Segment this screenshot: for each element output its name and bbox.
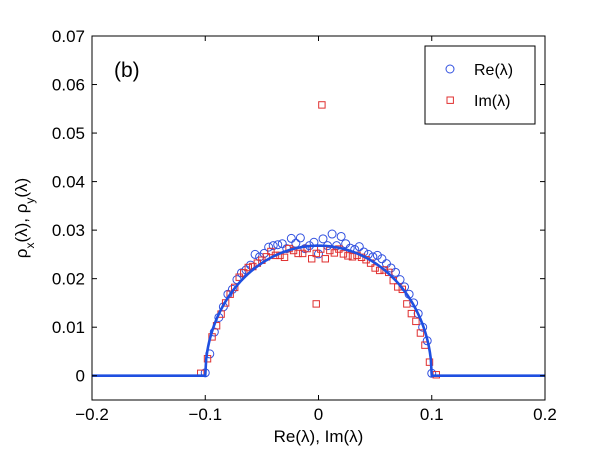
im-point xyxy=(318,101,326,109)
re-point xyxy=(377,254,387,264)
re-point xyxy=(264,242,274,252)
re-point xyxy=(268,241,278,251)
x-axis-label: Re(λ), Im(λ) xyxy=(274,427,364,446)
y-tick-label: 0.06 xyxy=(52,76,85,95)
y-axis-label-end: (λ) xyxy=(12,178,31,198)
x-tick-label: 0.2 xyxy=(533,405,557,424)
y-tick-label: 0.03 xyxy=(52,221,85,240)
legend-label-re: Re(λ) xyxy=(474,62,513,79)
legend-box xyxy=(424,45,536,125)
re-point xyxy=(336,231,346,241)
legend-marker-im xyxy=(446,96,454,104)
im-point xyxy=(398,285,407,294)
im-point xyxy=(425,358,434,366)
im-point xyxy=(348,253,357,261)
re-point xyxy=(354,242,364,252)
im-point xyxy=(312,249,320,258)
re-point xyxy=(300,244,310,254)
y-axis-label-sub-y: y xyxy=(23,198,37,204)
x-tick-label: 0 xyxy=(314,405,323,424)
im-point xyxy=(371,264,379,272)
im-point xyxy=(321,255,329,263)
y-axis-label: ρx(λ), ρy(λ) xyxy=(12,178,37,258)
y-tick-label: 0 xyxy=(76,367,85,386)
y-tick-label: 0.02 xyxy=(52,270,85,289)
re-point xyxy=(273,240,283,250)
im-point xyxy=(308,255,316,263)
im-point xyxy=(230,283,239,292)
re-point xyxy=(318,234,328,244)
im-point xyxy=(380,266,388,274)
re-point xyxy=(391,267,401,277)
re-point xyxy=(327,229,337,239)
im-point xyxy=(235,273,243,281)
im-point xyxy=(280,253,289,262)
im-point xyxy=(294,249,302,258)
re-point xyxy=(386,263,396,273)
im-point xyxy=(330,249,339,257)
y-axis-label-rho-x: ρ xyxy=(12,249,31,259)
re-point xyxy=(291,238,301,248)
im-point xyxy=(344,252,352,260)
im-point xyxy=(416,329,425,337)
im-point xyxy=(403,300,411,308)
y-tick-label: 0.05 xyxy=(52,124,85,143)
im-point xyxy=(407,309,416,318)
im-point xyxy=(339,250,348,258)
re-point xyxy=(295,233,305,243)
im-point xyxy=(326,246,334,255)
axis-ticks xyxy=(91,35,546,400)
im-point xyxy=(244,263,252,272)
re-point xyxy=(277,239,287,249)
axis-tick-labels: −0.2 −0.1 0 0.1 0.2 0 0.01 0.02 0.03 0.04 0.05 0.06… xyxy=(52,27,557,424)
im-point xyxy=(412,317,420,326)
x-tick-label: −0.1 xyxy=(188,405,222,424)
theory-curve xyxy=(92,244,545,378)
y-tick-label: 0.01 xyxy=(52,318,85,337)
re-point xyxy=(286,233,296,243)
legend-marker-re xyxy=(445,64,455,74)
x-tick-label: −0.2 xyxy=(75,405,109,424)
y-tick-label: 0.07 xyxy=(52,27,85,46)
im-point xyxy=(226,290,234,298)
y-axis-label-sub-x: x xyxy=(23,243,37,249)
im-point xyxy=(240,269,248,277)
im-point xyxy=(267,247,275,256)
im-markers xyxy=(197,101,440,379)
y-tick-label: 0.04 xyxy=(52,173,85,192)
re-point xyxy=(250,249,260,259)
y-axis-label-mid: (λ), ρ xyxy=(12,204,31,243)
panel-label: (b) xyxy=(114,59,140,82)
re-point xyxy=(341,239,351,249)
im-point xyxy=(312,300,320,308)
x-tick-label: 0.1 xyxy=(420,405,444,424)
legend-label-im: Im(λ) xyxy=(474,93,510,110)
legend: Re(λ) Im(λ) xyxy=(424,45,536,125)
re-point xyxy=(372,250,382,260)
re-point xyxy=(236,268,246,278)
im-point xyxy=(298,249,307,258)
